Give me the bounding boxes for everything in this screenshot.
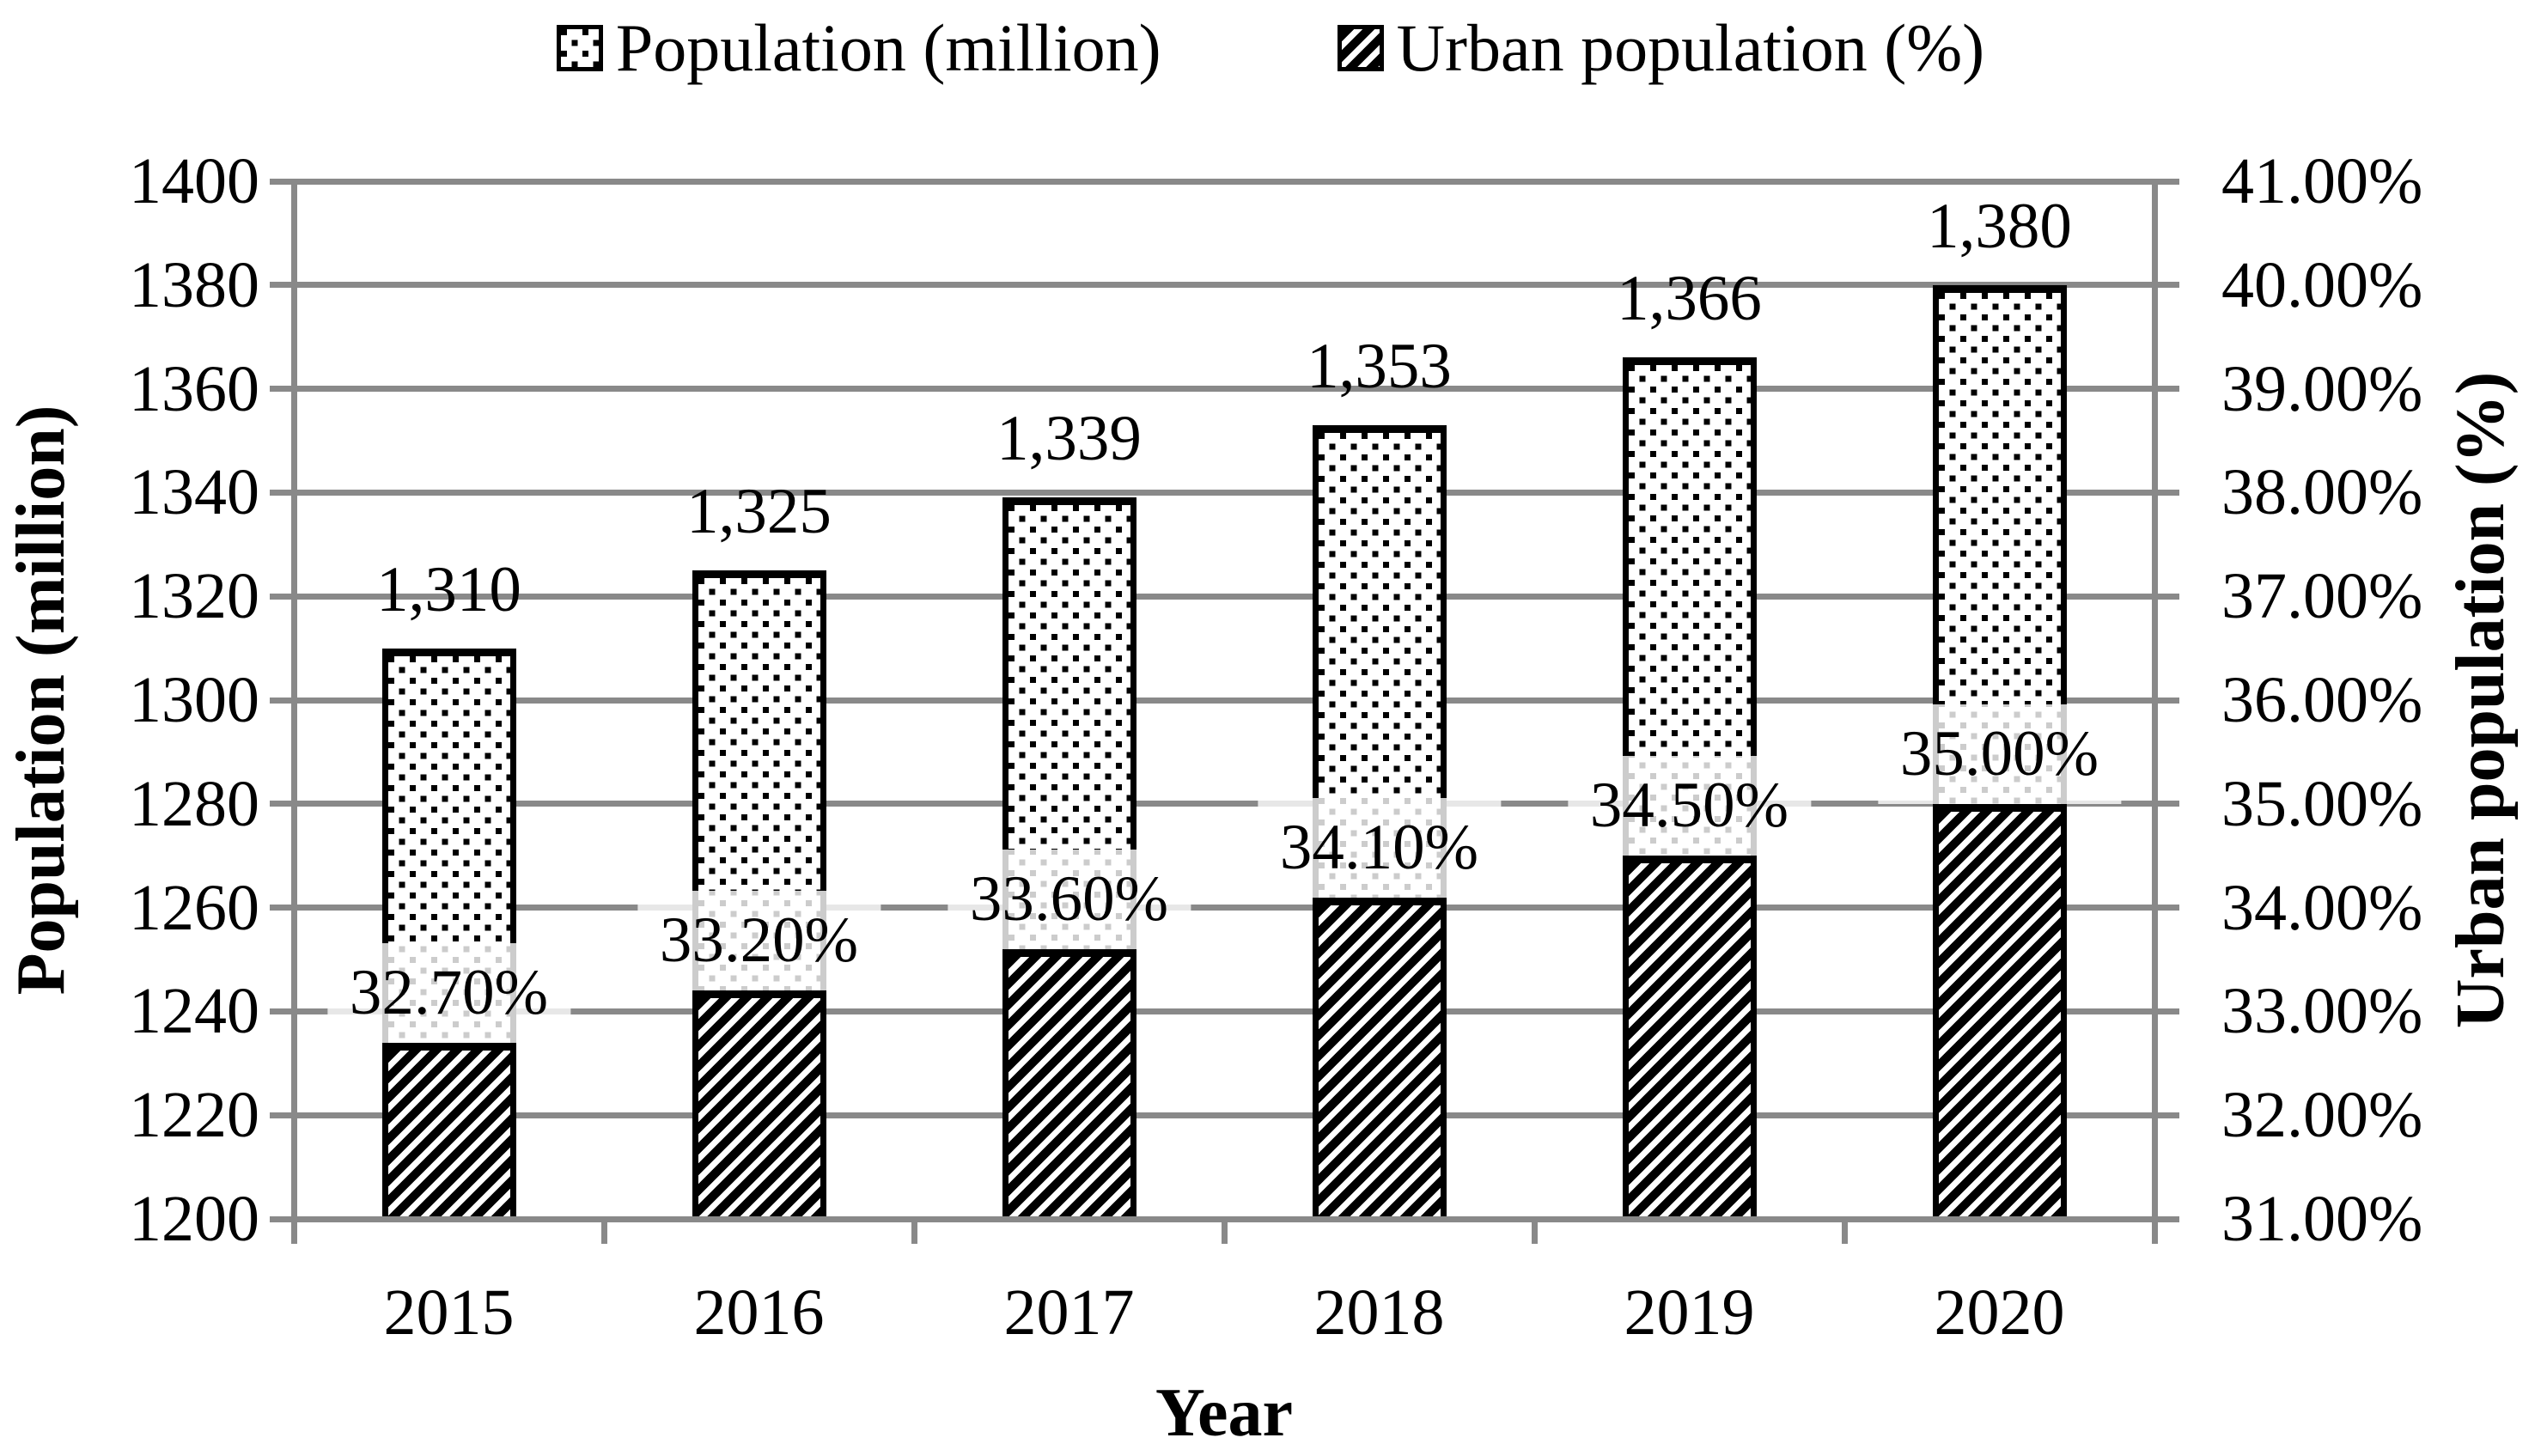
left-axis-tick-label: 1260 [129, 871, 259, 944]
data-label-population-2017: 1,339 [996, 403, 1142, 475]
data-label-population-2016: 1,325 [686, 476, 832, 547]
x-axis-line [269, 1215, 2179, 1222]
data-label-urban-2016: 33.20% [637, 891, 881, 991]
x-axis-tick [911, 1221, 917, 1244]
left-axis-tick-label: 1200 [129, 1183, 259, 1255]
legend-label-population: Population (million) [615, 10, 1161, 85]
gridline [269, 178, 2179, 185]
gridline [269, 1008, 2179, 1014]
gridline [269, 801, 2179, 807]
right-axis-tick-label: 36.00% [2221, 664, 2423, 736]
bar-urban-2017 [1002, 948, 1136, 1216]
left-axis-tick-label: 1360 [129, 352, 259, 425]
left-axis-tick-label: 1280 [129, 767, 259, 840]
right-axis-line [2151, 178, 2158, 1222]
x-tick-label-2018: 2018 [1313, 1276, 1445, 1349]
bar-urban-2015 [381, 1042, 516, 1216]
data-label-urban-2020: 35.00% [1877, 704, 2122, 804]
data-label-urban-2018: 34.10% [1257, 797, 1502, 898]
legend-item-population: Population (million) [556, 7, 1161, 88]
bar-urban-2016 [692, 990, 826, 1216]
right-axis-tick-label: 39.00% [2221, 352, 2423, 425]
left-axis-tick-label: 1380 [129, 248, 259, 321]
gridline [269, 593, 2179, 600]
gridline [269, 386, 2179, 393]
left-axis-line [290, 178, 297, 1222]
data-label-urban-2017: 33.60% [947, 849, 1191, 949]
right-axis-tick-label: 40.00% [2221, 248, 2423, 321]
right-axis-tick-label: 41.00% [2221, 145, 2423, 217]
legend-item-urban: Urban population (%) [1337, 7, 1985, 88]
data-label-population-2018: 1,353 [1307, 330, 1452, 402]
gridline [269, 489, 2179, 496]
right-axis-tick-label: 37.00% [2221, 560, 2423, 633]
x-tick-label-2020: 2020 [1934, 1276, 2065, 1349]
bar-urban-2019 [1622, 856, 1757, 1216]
legend: Population (million) Urban population (%… [0, 7, 2541, 88]
right-axis-tick-label: 35.00% [2221, 767, 2423, 840]
left-axis-tick-label: 1220 [129, 1079, 259, 1152]
right-axis-tick-label: 38.00% [2221, 456, 2423, 529]
data-label-population-2015: 1,310 [376, 553, 521, 625]
right-axis-tick-label: 33.00% [2221, 975, 2423, 1048]
gridline [269, 282, 2179, 289]
legend-label-urban: Urban population (%) [1396, 10, 1985, 85]
right-axis-tick-label: 32.00% [2221, 1079, 2423, 1152]
bar-urban-2018 [1312, 897, 1447, 1216]
left-axis-tick-label: 1240 [129, 975, 259, 1048]
x-axis-title: Year [1155, 1375, 1293, 1451]
left-axis-tick-label: 1340 [129, 456, 259, 529]
right-axis-title: Urban population (%) [2443, 371, 2519, 1029]
gridline [269, 1112, 2179, 1118]
left-axis-tick-label: 1320 [129, 560, 259, 633]
data-label-population-2019: 1,366 [1617, 263, 1762, 335]
gridline [269, 697, 2179, 704]
right-axis-tick-label: 31.00% [2221, 1183, 2423, 1255]
gridline [269, 905, 2179, 911]
x-tick-label-2015: 2015 [383, 1276, 515, 1349]
x-axis-tick [1221, 1221, 1228, 1244]
data-label-urban-2019: 34.50% [1567, 756, 1812, 856]
left-axis-tick-label: 1400 [129, 145, 259, 217]
legend-swatch-population-dotted [556, 24, 603, 71]
x-tick-label-2017: 2017 [1003, 1276, 1135, 1349]
x-axis-tick [290, 1221, 297, 1244]
x-axis-tick [2151, 1221, 2158, 1244]
data-label-urban-2015: 32.70% [326, 942, 571, 1043]
right-axis-tick-label: 34.00% [2221, 871, 2423, 944]
legend-swatch-urban-hatched [1337, 24, 1384, 71]
x-axis-tick [600, 1221, 607, 1244]
data-label-population-2020: 1,380 [1927, 190, 2072, 262]
x-tick-label-2019: 2019 [1624, 1276, 1755, 1349]
bar-urban-2020 [1932, 803, 2067, 1216]
x-axis-tick [1841, 1221, 1848, 1244]
x-tick-label-2016: 2016 [693, 1276, 825, 1349]
x-axis-tick [1531, 1221, 1538, 1244]
left-axis-tick-label: 1300 [129, 664, 259, 736]
